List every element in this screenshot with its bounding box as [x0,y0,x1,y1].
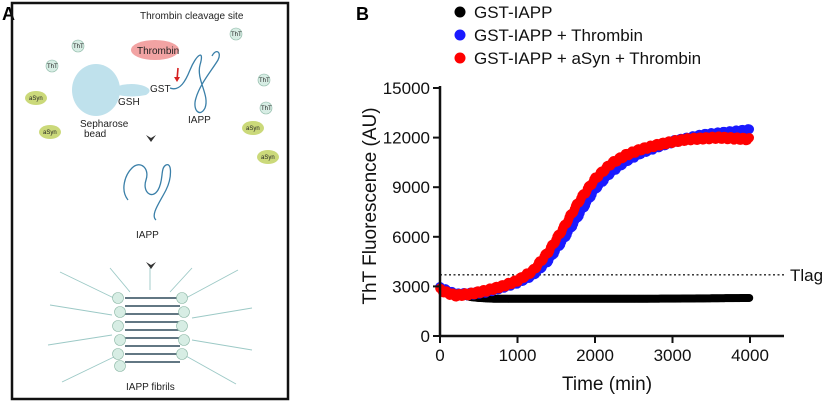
data-point [745,293,754,302]
legend-label: GST-IAPP + aSyn + Thrombin [474,49,701,68]
chart-axis-layer: Time (min) ThT Fluorescence (AU) [360,86,784,395]
bead-label: bead [84,129,106,140]
asyn-molecule [242,121,264,135]
free-tht-particles: ThT ThT ThT ThT ThT [45,27,273,115]
legend-marker [454,52,466,64]
asyn-label: aSyn [29,96,43,102]
gsh-label: GSH [118,97,140,108]
x-tick-label: 3000 [654,346,692,365]
fluorescence-chart: Tlag Time (min) ThT Fluorescence (AU) 0 3… [360,3,823,395]
tht-label: ThT [73,44,84,50]
thrombin-cleavage-site-label: Thrombin cleavage site [140,11,244,22]
panel-a-schematic: A Thrombin cleavage site Thrombin GSH GS… [2,1,290,401]
series-3 [435,131,755,302]
cleavage-arrowhead-icon [174,77,180,82]
asyn-molecule [39,125,61,139]
y-tick-label: 3000 [392,277,430,296]
sepharose-label: Sepharose [80,119,129,130]
asyn-molecule [257,150,279,164]
tlag-label: Tlag [790,266,823,285]
iapp-middle-label: IAPP [136,230,159,241]
sepharose-bead-shape [72,64,120,116]
iapp-fibrils-label: IAPP fibrils [126,382,175,393]
y-tick-label: 6000 [392,228,430,247]
gst-label: GST [150,84,171,95]
data-point [744,132,755,143]
y-tick-label: 12000 [383,129,430,148]
asyn-label: aSyn [43,130,57,136]
down-arrow-icon [146,262,156,269]
x-axis-title: Time (min) [562,374,652,395]
legend-label: GST-IAPP + Thrombin [474,26,643,45]
chart-tick-layer: 0 3000 6000 9000 12000 15000 0 1000 2000 3000 4000 [383,79,769,365]
legend-marker [454,6,466,18]
tht-label: ThT [231,32,242,38]
tht-molecule [257,73,271,87]
tht-label: ThT [47,64,58,70]
x-tick-label: 0 [435,346,444,365]
tht-molecule [259,101,273,115]
asyn-particles: aSyn aSyn aSyn aSyn [25,91,279,164]
y-tick-label: 0 [421,327,430,346]
legend-marker [454,29,466,41]
iapp-top-label: IAPP [188,115,211,126]
tht-molecule [45,59,59,73]
tht-label: ThT [261,106,272,112]
series-1 [436,284,754,303]
y-tick-label: 9000 [392,178,430,197]
asyn-label: aSyn [246,126,260,132]
iapp-peptide-top [169,51,220,114]
x-tick-label: 4000 [731,346,769,365]
asyn-molecule [25,91,47,105]
down-arrow-icon [146,135,156,142]
x-tick-label: 1000 [499,346,537,365]
iapp-peptide-middle [123,164,172,221]
data-point [744,124,755,135]
chart-reference-layer: Tlag [440,266,823,285]
tht-label: ThT [259,78,270,84]
asyn-label: aSyn [261,155,275,161]
panel-a-frame [10,1,290,401]
y-axis-title: ThT Fluorescence (AU) [360,107,381,304]
panel-b-letter: B [356,4,369,24]
tht-molecule [229,27,243,41]
gst-linker-shape [118,84,150,97]
chart-series-layer [435,124,755,303]
iapp-fibril-schematic [47,267,253,385]
thrombin-label: Thrombin [137,46,179,57]
legend-label: GST-IAPP [474,3,552,22]
thrombin-enzyme-shape [131,40,179,60]
x-tick-label: 2000 [576,346,614,365]
tht-molecule [71,39,85,53]
y-tick-label: 15000 [383,79,430,98]
chart-legend: GST-IAPP GST-IAPP + Thrombin GST-IAPP + aS… [454,3,701,68]
